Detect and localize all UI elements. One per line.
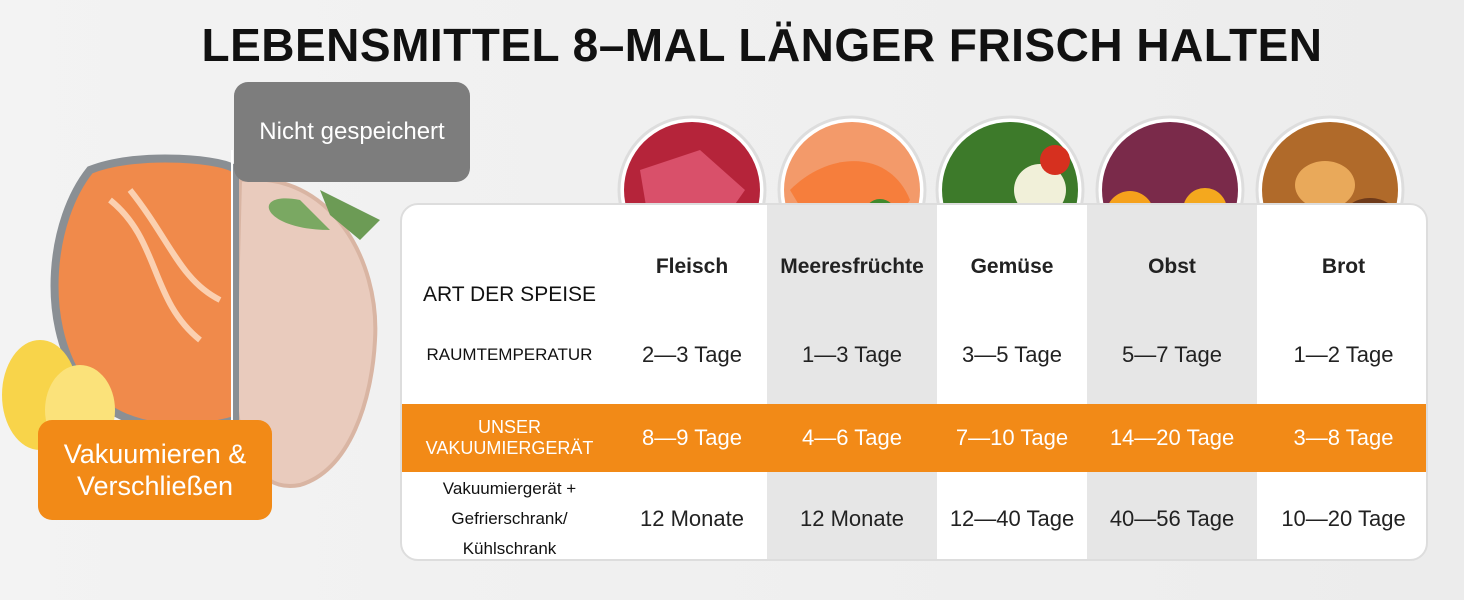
table-cell: 7—10 Tage	[955, 425, 1069, 450]
highlight-row	[402, 404, 1426, 472]
row-label: RAUMTEMPERATUR	[426, 345, 593, 364]
table-cell: 40—56 Tage	[1109, 506, 1235, 531]
table-cell: 3—5 Tage	[962, 342, 1062, 367]
column-header: Fleisch	[655, 255, 729, 278]
column-shade	[1087, 205, 1257, 559]
table-cell: 4—6 Tage	[802, 425, 902, 450]
table-cell: 14—20 Tage	[1109, 425, 1235, 450]
table-cell: 12—40 Tage	[949, 506, 1075, 531]
row-label: Vakuumiergerät + Gefrierschrank/ Kühlsch…	[442, 479, 577, 558]
table-cell: 1—3 Tage	[802, 342, 902, 367]
table-cell: 1—2 Tage	[1293, 342, 1394, 367]
table-cell: 8—9 Tage	[642, 425, 742, 450]
column-header: Brot	[1321, 255, 1366, 278]
badge-before: Nicht gespeichert	[234, 82, 470, 182]
table-cell: 12 Monate	[640, 506, 744, 531]
column-shade	[767, 205, 937, 559]
table-cell: 12 Monate	[800, 506, 904, 531]
badge-after: Vakuumieren & Verschließen	[38, 420, 272, 520]
row-label: ART DER SPEISE	[422, 283, 597, 306]
comparison-table: ART DER SPEISE Fleisch Meeresfrüchte Gemüse…	[400, 203, 1428, 561]
column-header: Meeresfrüchte	[780, 255, 924, 278]
table-cell: 2—3 Tage	[642, 342, 742, 367]
row-label: UNSER VAKUUMIERGERÄT	[425, 417, 594, 458]
column-header: Obst	[1148, 255, 1196, 278]
title: LEBENSMITTEL 8–MAL LÄNGER FRISCH HALTEN	[201, 19, 1323, 71]
table-cell: 3—8 Tage	[1293, 425, 1394, 450]
table-cell: 10—20 Tage	[1281, 506, 1406, 531]
table-cell: 5—7 Tage	[1122, 342, 1222, 367]
column-header: Gemüse	[970, 255, 1054, 278]
